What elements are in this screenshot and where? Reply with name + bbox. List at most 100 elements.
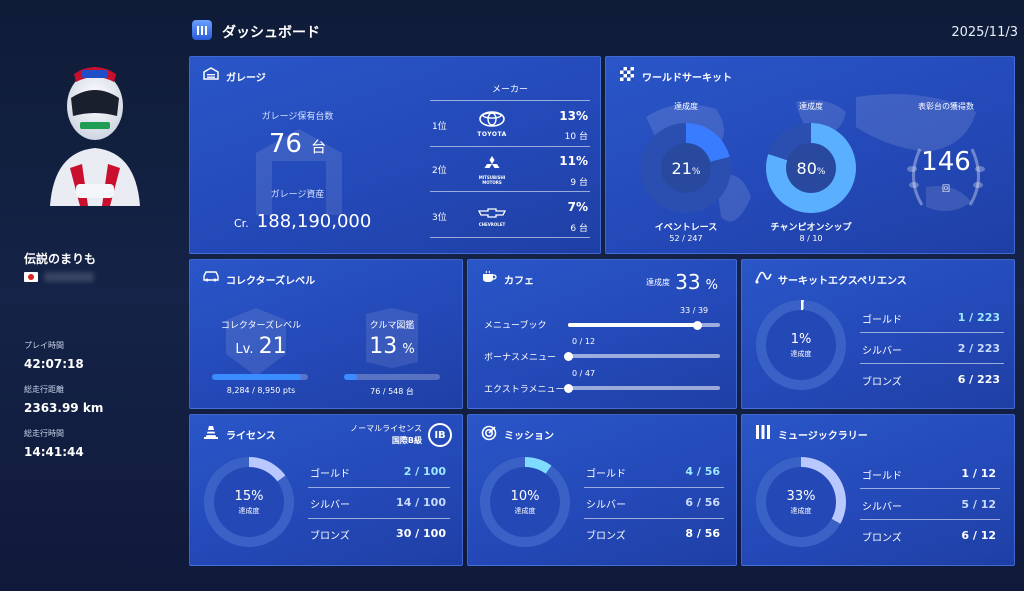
maker-brand: TOYOTA [477,131,507,138]
cafe-panel[interactable]: カフェ 達成度 33 % メニューブック 33 / 39 ボーナスメニュー 0 … [467,259,737,409]
garage-assets-prefix: Cr. [234,217,249,230]
mitsubishi-logo-icon: MITSUBISHI MOTORS [470,155,514,185]
podium-unit: 回 [942,184,950,193]
silver-label: シルバー [586,500,626,511]
maker-cars: 6 台 [570,224,588,234]
cafe-item-progress: 33 / 39 [680,306,709,315]
stat-value-play-time: 42:07:18 [24,357,84,371]
car-book-progress-track [344,374,440,380]
bronze-value: 6 / 12 [961,529,996,542]
circuit-experience-panel[interactable]: サーキットエクスペリエンス 1% 達成度 ゴールド 1 / 223 シルバー 2… [741,259,1015,409]
license-badge-line1: ノーマルライセンス [350,424,422,433]
avatar[interactable] [40,56,150,216]
bronze-label: ブロンズ [310,531,350,542]
cafe-item-label: エクストラメニュー [484,385,565,395]
garage-title: ガレージ [226,73,266,84]
gold-value: 1 / 223 [957,311,1000,324]
bronze-value: 6 / 223 [957,373,1000,386]
car-book-progress-fill [344,374,358,380]
garage-icon [202,67,220,81]
cafe-ach-sign: % [705,278,718,293]
gold-label: ゴールド [862,315,902,326]
toyota-logo-icon: TOYOTA [470,111,514,138]
mission-panel[interactable]: ミッション 10% 達成度 ゴールド 4 / 56 シルバー 6 / 56 ブロ… [467,414,737,566]
world-circuit-panel[interactable]: ワールドサーキット 達成度 21% イベントレース 52 / 247 達成度 8… [605,56,1015,254]
date-display: 2025/11/3 [951,25,1018,40]
stat-label-drive-time: 総走行時間 [24,429,64,438]
circuit-exp-pct: 1% [790,331,812,347]
event-race-pct: 21 [671,158,692,178]
level-value: 21 [258,334,287,359]
podium-label: 表彰台の獲得数 [918,102,974,111]
car-book-progress-text: 76 / 548 台 [370,387,414,396]
gold-label: ゴールド [310,469,350,480]
cafe-item-progress: 0 / 47 [572,369,596,378]
podium-value: 146 [921,147,971,177]
laurel-wreath-icon [907,148,985,206]
car-book-label: クルマ図鑑 [369,321,415,331]
collector-level-label: コレクターズレベル [220,321,302,331]
makers-divider [430,237,590,238]
car-book-pct-sign: % [402,342,415,357]
stat-label-play-time: プレイ時間 [24,341,64,350]
music-rally-panel[interactable]: ミュージックラリー 33% 達成度 ゴールド 1 / 12 シルバー 5 / 1… [741,414,1015,566]
gold-value: 1 / 12 [961,467,996,480]
slider-track [568,386,720,390]
japan-flag-icon [24,272,38,282]
license-title: ライセンス [226,431,276,442]
mission-title: ミッション [504,431,554,442]
row-divider [860,488,1000,489]
car-icon [202,270,220,284]
event-race-name: イベントレース [654,223,718,233]
silver-value: 5 / 12 [961,498,996,511]
gold-label: ゴールド [586,469,626,480]
maker-brand: CHEVROLET [478,222,506,227]
license-center: 15% 達成度 [214,467,284,537]
row-divider [308,487,450,488]
garage-panel[interactable]: ガレージ ガレージ保有台数 76 台 ガレージ資産 Cr. 188,190,00… [189,56,601,254]
circuit-exp-pct-label: 達成度 [790,349,812,358]
circuit-track-icon [754,270,772,284]
makers-divider [430,100,590,101]
music-pct: 33% [786,488,816,504]
bronze-value: 8 / 56 [685,527,720,540]
target-icon [480,425,498,441]
slider-knob [692,321,702,330]
level-prefix: Lv. [235,342,254,357]
collector-level-panel[interactable]: コレクターズレベル コレクターズレベル Lv. 21 8,284 / 8,950… [189,259,463,409]
silver-value: 2 / 223 [957,342,1000,355]
championship-progress: 8 / 10 [799,234,823,243]
stat-value-drive-time: 14:41:44 [24,445,84,459]
bronze-label: ブロンズ [586,531,626,542]
traffic-cone-icon [202,425,220,439]
makers-divider [430,146,590,147]
silver-label: シルバー [862,502,902,513]
silver-label: シルバー [862,346,902,357]
license-panel[interactable]: ライセンス ノーマルライセンス 国際B級 IB 15% 達成度 ゴールド 2 /… [189,414,463,566]
level-progress-text: 8,284 / 8,950 pts [226,386,296,395]
music-title: ミュージックラリー [778,431,868,442]
maker-pct: 7% [567,200,588,214]
maker-pct: 13% [559,109,588,123]
license-pct-label: 達成度 [238,506,260,515]
mission-pct: 10% [510,488,540,504]
garage-count-value: 76 [268,129,302,159]
makers-title: メーカー [491,85,528,95]
stat-label-distance: 総走行距離 [24,385,64,394]
row-divider [584,487,724,488]
slider-track [568,354,720,358]
cafe-ach-value: 33 [675,270,701,294]
level-progress-fill [212,374,302,380]
gold-value: 4 / 56 [685,465,720,478]
circuit-exp-center: 1% 達成度 [766,310,836,380]
cafe-item-label: メニューブック [484,321,547,331]
slider-fill [568,323,697,327]
stat-value-distance: 2363.99 km [24,401,104,415]
cafe-item-label: ボーナスメニュー [484,353,557,363]
garage-assets-value: 188,190,000 [256,211,372,232]
silver-label: シルバー [310,500,350,511]
garage-assets-label: ガレージ資産 [270,190,325,200]
music-center: 33% 達成度 [766,467,836,537]
maker-cars: 10 台 [564,132,588,142]
piano-keys-icon [754,425,772,439]
